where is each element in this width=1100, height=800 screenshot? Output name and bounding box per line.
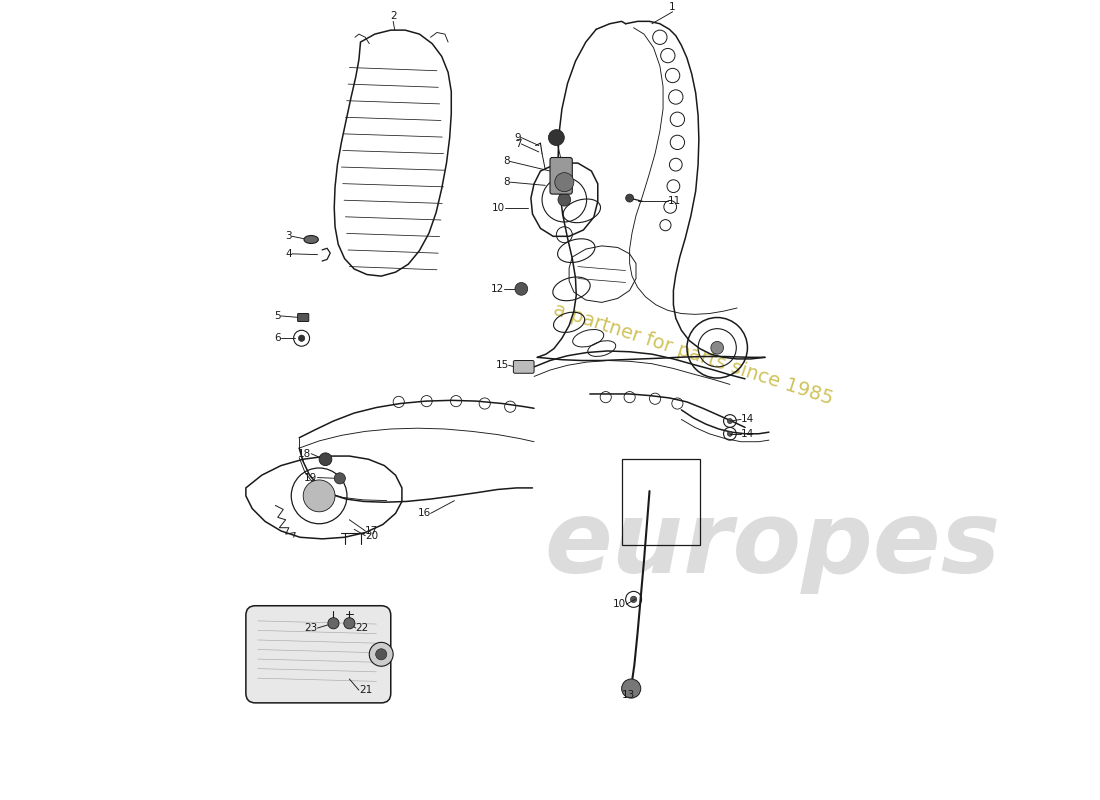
Text: 10: 10 xyxy=(493,202,505,213)
Text: 5: 5 xyxy=(274,311,280,321)
Circle shape xyxy=(727,431,733,436)
Text: 20: 20 xyxy=(365,530,378,541)
Circle shape xyxy=(727,418,733,423)
Circle shape xyxy=(334,473,345,484)
Text: 16: 16 xyxy=(417,508,430,518)
Circle shape xyxy=(626,194,634,202)
Circle shape xyxy=(304,480,336,512)
Bar xyxy=(621,459,700,546)
Circle shape xyxy=(554,173,574,192)
Text: 8: 8 xyxy=(504,157,510,166)
Text: 18: 18 xyxy=(298,449,311,458)
FancyBboxPatch shape xyxy=(514,361,535,374)
Text: 3: 3 xyxy=(285,231,292,242)
Circle shape xyxy=(621,679,641,698)
Text: a partner for parts since 1985: a partner for parts since 1985 xyxy=(551,300,836,409)
Text: 12: 12 xyxy=(491,284,504,294)
Text: 9: 9 xyxy=(515,133,521,142)
Text: 7: 7 xyxy=(515,139,521,149)
Text: 17: 17 xyxy=(365,526,378,536)
Circle shape xyxy=(319,453,332,466)
Text: 2: 2 xyxy=(389,11,396,22)
Text: 21: 21 xyxy=(359,685,372,695)
Text: 10: 10 xyxy=(614,599,626,609)
Circle shape xyxy=(711,342,724,354)
Text: 19: 19 xyxy=(305,473,318,482)
Text: 4: 4 xyxy=(285,249,292,259)
Circle shape xyxy=(549,130,564,146)
Text: 14: 14 xyxy=(741,429,755,438)
Text: europes: europes xyxy=(544,497,1001,594)
Circle shape xyxy=(630,596,637,602)
Ellipse shape xyxy=(304,235,318,243)
Text: 11: 11 xyxy=(668,196,681,206)
Text: 6: 6 xyxy=(274,334,280,343)
Text: 1: 1 xyxy=(669,2,675,12)
Circle shape xyxy=(370,642,393,666)
Text: 14: 14 xyxy=(741,414,755,425)
Circle shape xyxy=(558,194,571,206)
Circle shape xyxy=(375,649,387,660)
FancyBboxPatch shape xyxy=(550,158,572,194)
Text: 8: 8 xyxy=(504,177,510,187)
Text: 23: 23 xyxy=(305,623,318,633)
Text: 15: 15 xyxy=(495,360,508,370)
Circle shape xyxy=(328,618,339,629)
Text: 22: 22 xyxy=(355,623,368,633)
Circle shape xyxy=(298,335,305,342)
FancyBboxPatch shape xyxy=(298,314,309,322)
Text: 13: 13 xyxy=(621,690,635,700)
Circle shape xyxy=(515,282,528,295)
FancyBboxPatch shape xyxy=(246,606,390,703)
Circle shape xyxy=(344,618,355,629)
